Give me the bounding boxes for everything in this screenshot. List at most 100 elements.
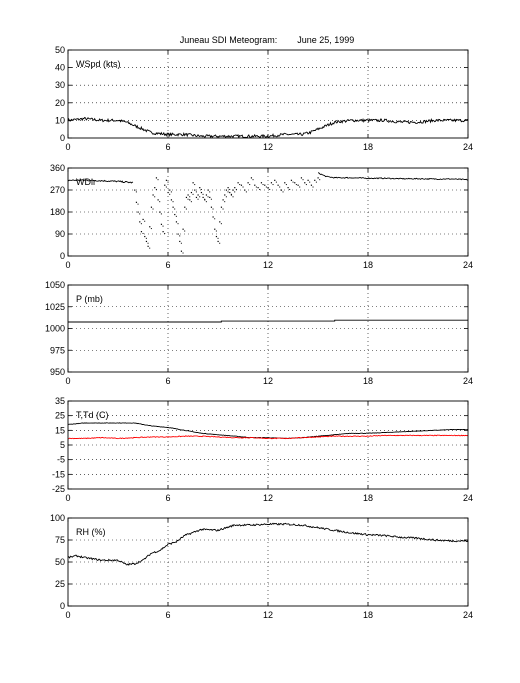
wdir-series-2-point bbox=[142, 232, 144, 234]
wdir-series-2-point bbox=[194, 184, 196, 186]
wdir-series-2-point bbox=[157, 199, 159, 201]
wdir-series-2-point bbox=[172, 206, 174, 208]
wdir-series-2-point bbox=[169, 189, 171, 191]
wspd-panel-label: WSpd (kts) bbox=[76, 59, 121, 69]
rh-series-1-line bbox=[68, 522, 468, 566]
wdir-series-2-point bbox=[179, 235, 181, 237]
wdir-series-2-point bbox=[177, 233, 179, 235]
wdir-series-2-point bbox=[245, 191, 247, 193]
wdir-series-2-point bbox=[174, 208, 176, 210]
pressure-xtick-label: 18 bbox=[363, 376, 373, 386]
rh-xtick-label: 6 bbox=[165, 610, 170, 620]
wdir-series-2-point bbox=[167, 181, 169, 183]
wdir-series-2-point bbox=[154, 187, 156, 189]
wdir-series-2-point bbox=[274, 179, 276, 181]
rh-ytick-label: 25 bbox=[55, 579, 65, 589]
wspd-ytick-label: 50 bbox=[55, 45, 65, 55]
wdir-series-2-point bbox=[220, 223, 222, 225]
wdir-series-2-point bbox=[255, 186, 257, 188]
temp-dewpoint-ytick-label: 15 bbox=[55, 425, 65, 435]
wdir-series-2-point bbox=[262, 184, 264, 186]
wdir-series-2-point bbox=[209, 191, 211, 193]
wspd-ytick-label: 40 bbox=[55, 63, 65, 73]
wdir-series-2-point bbox=[217, 237, 219, 239]
wdir-series-2-point bbox=[185, 196, 188, 199]
wdir-series-2-point bbox=[282, 191, 284, 193]
wdir-ytick-label: 270 bbox=[50, 185, 65, 195]
temp-dewpoint-ytick-label: -15 bbox=[52, 469, 65, 479]
temp-dewpoint-ytick-label: 25 bbox=[55, 411, 65, 421]
rh-xtick-label: 12 bbox=[263, 610, 273, 620]
wdir-series-2-point bbox=[252, 179, 254, 181]
wdir-series-2-point bbox=[155, 188, 157, 190]
wdir-series-2-point bbox=[190, 191, 193, 194]
wdir-series-2-point bbox=[207, 196, 209, 198]
temp-dewpoint-xtick-label: 18 bbox=[363, 493, 373, 503]
wdir-series-2-point bbox=[284, 182, 286, 184]
wdir-series-2-point bbox=[154, 196, 156, 198]
wdir-series-2-point bbox=[202, 196, 204, 199]
wdir-series-2-point bbox=[234, 187, 236, 189]
wdir-series-2-point bbox=[140, 223, 142, 225]
wdir-ytick-label: 0 bbox=[60, 251, 65, 261]
wspd-series-1-line bbox=[68, 116, 468, 138]
wdir-series-2-point bbox=[160, 223, 163, 225]
wdir-series-2-point bbox=[175, 221, 178, 223]
wdir-series-2-point bbox=[202, 193, 204, 195]
wdir-series-2-point bbox=[149, 226, 151, 228]
temp-dewpoint-series-1-line bbox=[68, 422, 468, 439]
wdir-series-2-point bbox=[317, 177, 319, 179]
wdir-series-2-point bbox=[225, 196, 227, 198]
wdir-series-2-point bbox=[304, 182, 306, 184]
wdir-series-2-point bbox=[135, 201, 138, 203]
wdir-series-2-point bbox=[174, 213, 176, 216]
wdir-series-2-point bbox=[230, 194, 233, 196]
wdir-series-group bbox=[68, 172, 468, 254]
wspd-series-group bbox=[68, 116, 468, 138]
wdir-series-2-point bbox=[199, 187, 201, 189]
wdir-series-2-point bbox=[187, 198, 189, 200]
wdir-series-2-point bbox=[319, 179, 321, 181]
wdir-series-2-point bbox=[170, 191, 172, 193]
wdir-series-2-point bbox=[249, 184, 251, 186]
wdir-series-2-point bbox=[287, 187, 289, 189]
wdir-series-2-point bbox=[137, 203, 139, 205]
wdir-xtick-label: 0 bbox=[65, 260, 70, 270]
pressure-series-1-line bbox=[68, 319, 468, 323]
wdir-series-2-point bbox=[172, 201, 174, 203]
rh-panel: 0 6 12 18 24 0 25 50 75 100 RH (%) bbox=[50, 513, 473, 620]
wdir-series-2-point bbox=[195, 196, 198, 199]
wdir-series-2-point bbox=[184, 230, 186, 232]
wspd-xtick-label: 24 bbox=[463, 142, 473, 152]
wdir-series-2-point bbox=[234, 191, 236, 193]
wdir-series-2-point bbox=[185, 208, 187, 210]
wdir-series-2-point bbox=[165, 186, 167, 188]
rh-xtick-label: 0 bbox=[65, 610, 70, 620]
wdir-series-2-point bbox=[162, 231, 164, 233]
wdir-series-2-point bbox=[169, 193, 171, 195]
wdir-series-2-point bbox=[240, 184, 243, 186]
wdir-series-2-point bbox=[269, 188, 271, 190]
rh-xtick-label: 18 bbox=[363, 610, 373, 620]
wdir-series-2-point bbox=[232, 189, 234, 191]
wdir-series-2-point bbox=[242, 186, 244, 188]
wdir-series-2-point bbox=[275, 181, 277, 183]
wdir-series-2-point bbox=[212, 216, 214, 218]
wspd-ytick-label: 20 bbox=[55, 98, 65, 108]
wdir-panel: 0 6 12 18 24 0 90 180 270 360 WDir bbox=[50, 163, 473, 270]
temp-dewpoint-ytick-label: -25 bbox=[52, 484, 65, 494]
pressure-xtick-label: 0 bbox=[65, 376, 70, 386]
wdir-series-2-point bbox=[170, 199, 173, 201]
wdir-series-2-point bbox=[264, 184, 266, 186]
wdir-series-2-point bbox=[230, 193, 232, 195]
wdir-xtick-label: 18 bbox=[363, 260, 373, 270]
wdir-series-2-point bbox=[210, 206, 213, 208]
wdir-series-2-point bbox=[277, 184, 279, 186]
wdir-series-2-point bbox=[209, 196, 211, 199]
wdir-series-2-point bbox=[300, 177, 303, 179]
wdir-series-2-point bbox=[305, 184, 307, 186]
wdir-series-2-point bbox=[204, 199, 206, 201]
wdir-series-2-point bbox=[259, 188, 261, 190]
